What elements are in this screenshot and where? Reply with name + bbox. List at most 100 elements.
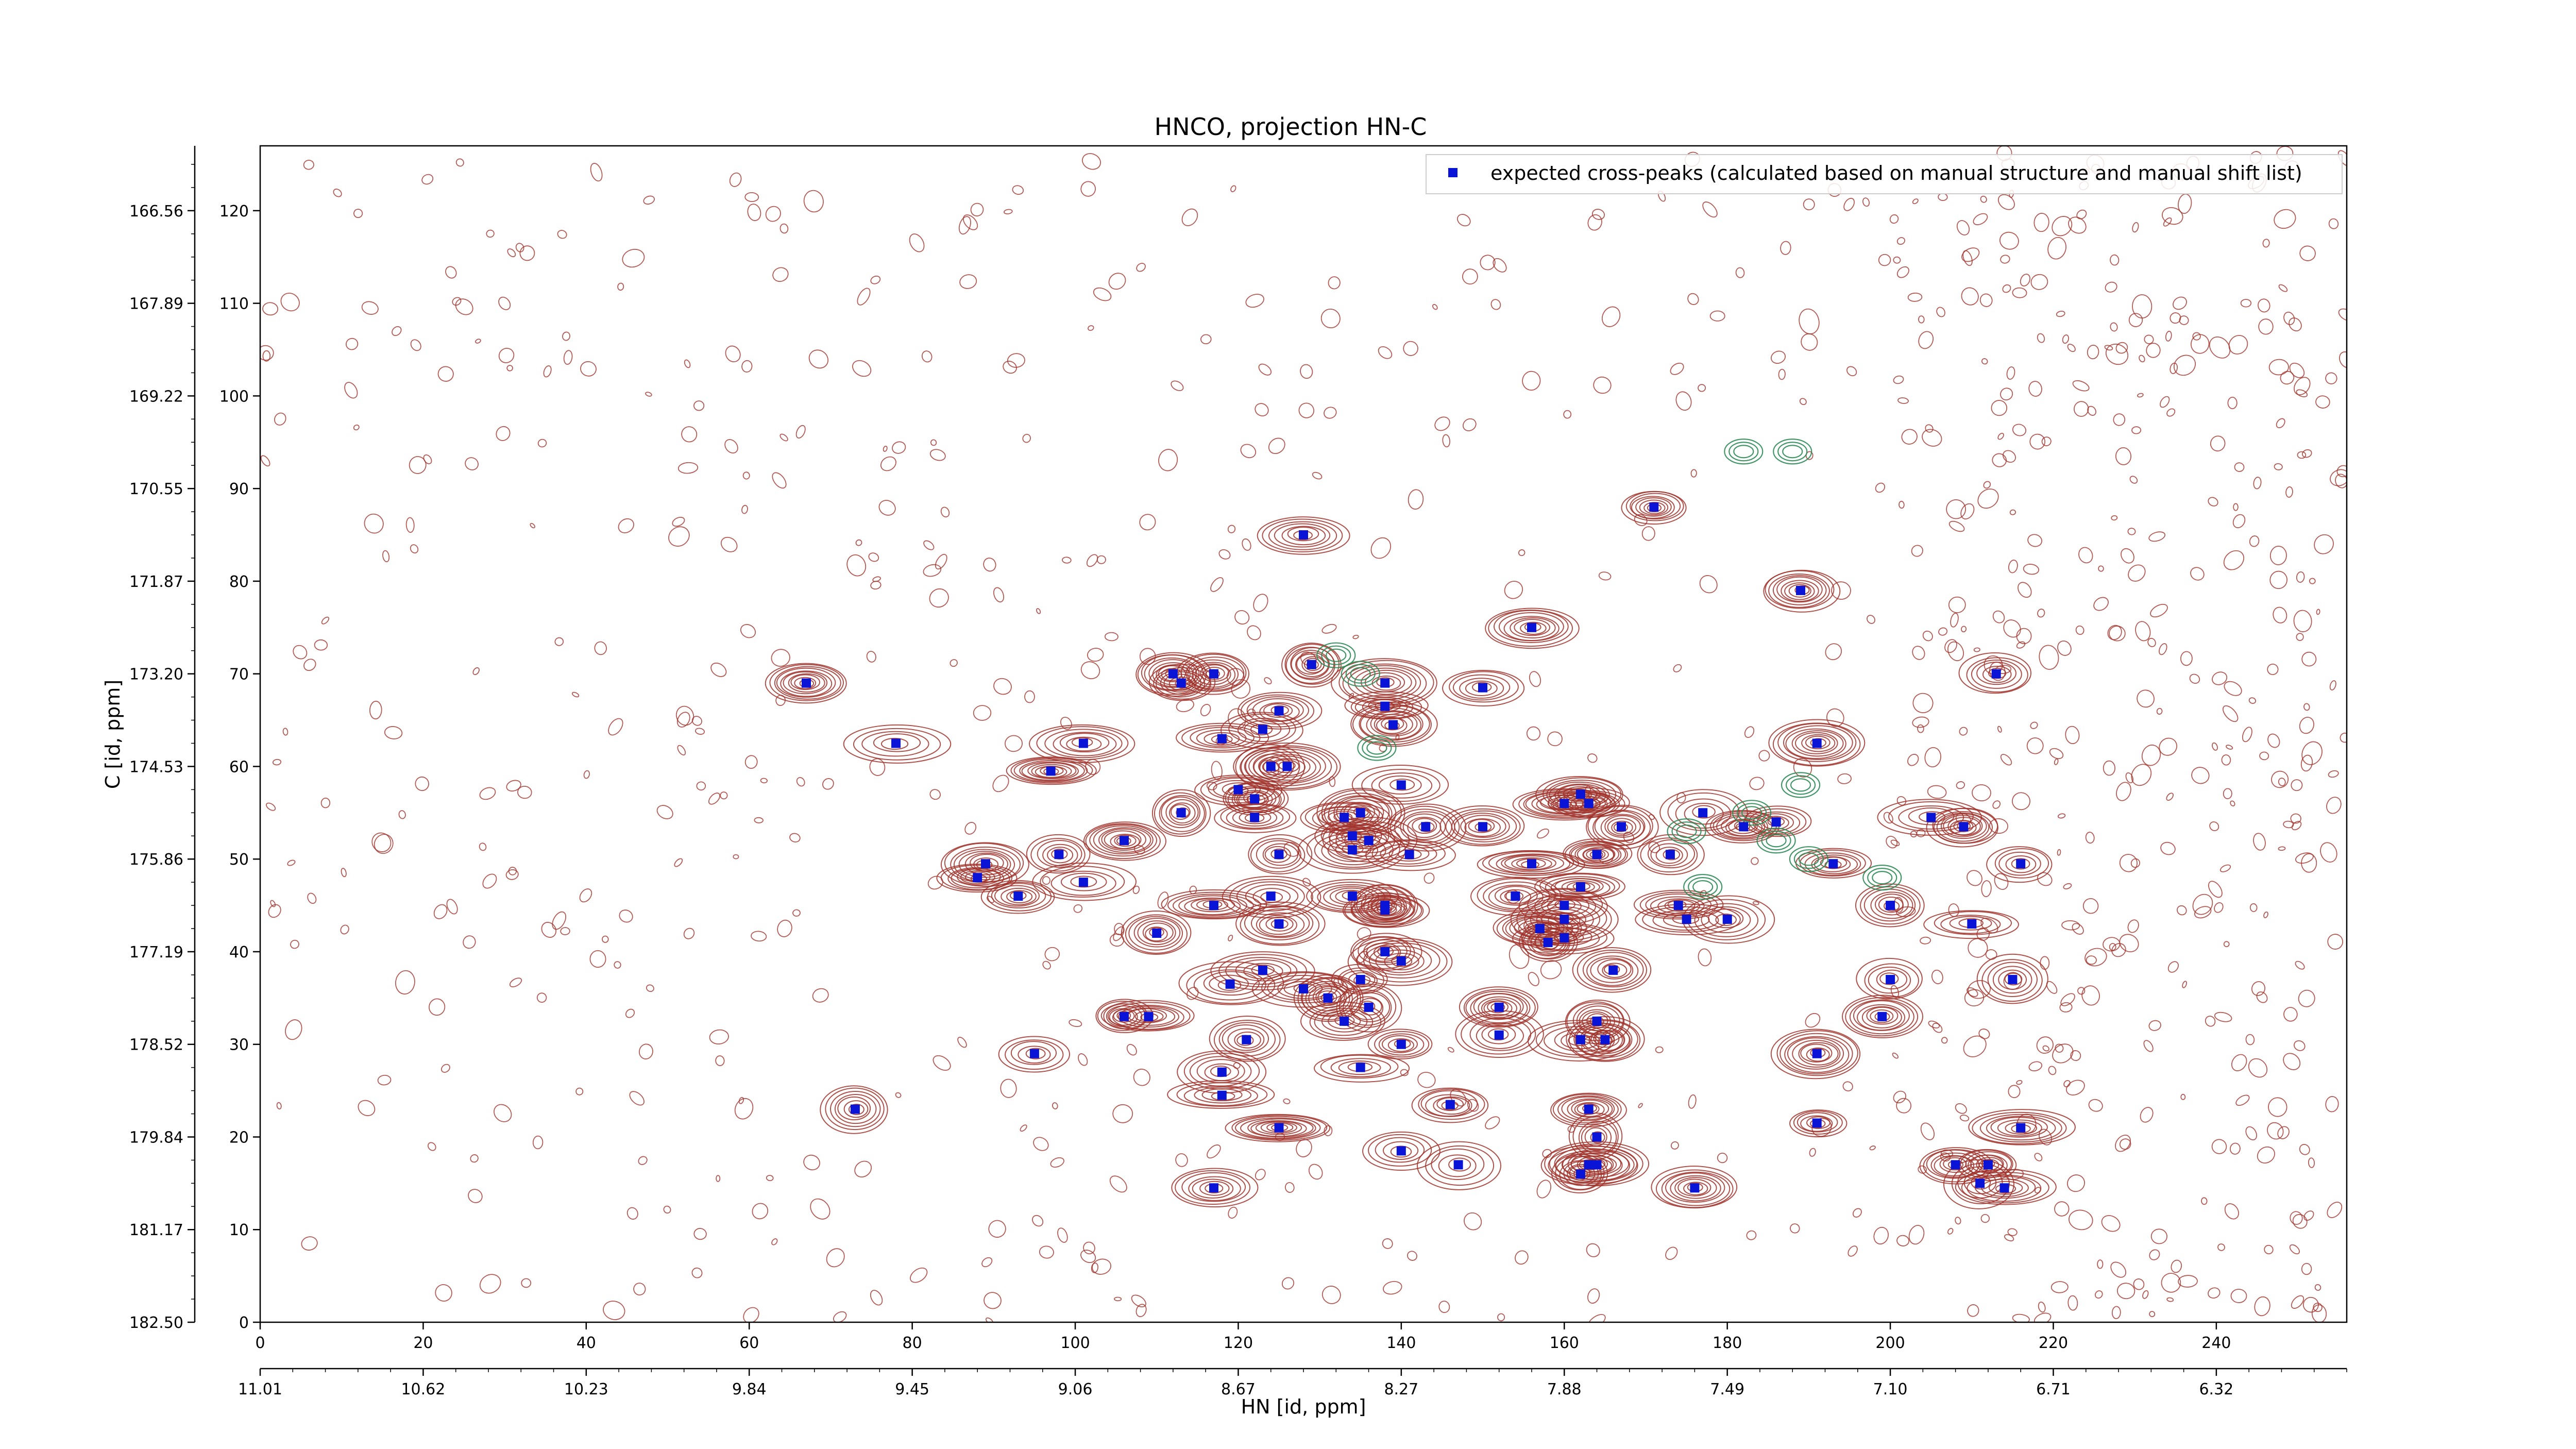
noise-contour [2016,1080,2023,1085]
peak-contour [1248,834,1313,874]
peak-contour [1295,652,1329,677]
noise-contour [2005,1169,2024,1180]
noise-contour [1944,639,1957,653]
noise-contour [2303,1210,2314,1221]
noise-contour [410,339,421,351]
noise-contour [1462,268,1478,285]
peak-contour [1520,621,1547,635]
noise-contour [364,513,384,534]
cross-peak-marker [1812,1118,1822,1128]
noise-contour [2033,213,2049,232]
peak-contour [1568,1019,1641,1061]
noise-contour [1529,671,1541,687]
noise-contour [895,1092,902,1098]
peak-contour [1577,1155,1617,1174]
noise-contour [1931,969,1943,984]
noise-contour [1052,1102,1058,1109]
noise-contour [2283,1053,2301,1070]
noise-contour [2057,849,2061,856]
noise-contour [1980,195,1987,203]
noise-contour [1623,831,1635,844]
noise-contour [301,1236,318,1251]
noise-contour [2301,651,2317,667]
cross-peak-marker [1396,1146,1406,1156]
noise-contour [2068,216,2087,234]
noise-contour [2192,894,2213,915]
peak-contour [1940,915,2001,934]
noise-contour [2300,754,2313,772]
noise-contour [536,992,547,1003]
peak-contour [1949,916,1992,931]
noise-contour [909,233,925,252]
cross-peak-marker [1233,785,1243,795]
noise-contour [583,770,590,779]
noise-contour [772,267,789,282]
noise-contour [428,998,446,1016]
peak-contour [1487,1001,1509,1014]
noise-contour [1883,812,1893,824]
noise-contour [672,516,685,527]
peak-contour [1582,952,1644,988]
negative-contour [1872,871,1893,885]
noise-contour [498,348,515,363]
noise-contour [709,1029,729,1044]
peak-contour [1236,881,1305,912]
y-tick-label: 10 [229,1221,249,1239]
peak-contour [1343,803,1376,822]
noise-contour [2130,858,2141,868]
noise-contour [1901,429,1918,445]
peak-contour [1145,926,1168,942]
x-ppm-tick-label: 10.62 [401,1380,445,1399]
peak-contour [1356,940,1448,983]
noise-contour [2054,1201,2070,1217]
noise-contour [2294,377,2311,396]
peak-contour [1997,1119,2042,1137]
noise-contour [262,302,279,316]
noise-contour [2103,937,2121,952]
peak-contour [1263,755,1311,778]
noise-contour [1896,1235,1910,1246]
noise-contour [1690,469,1697,478]
peak-contour [1059,733,1110,753]
y-tick-label: 20 [229,1128,249,1147]
noise-contour [1655,1046,1664,1053]
noise-contour [1962,250,1973,266]
y-tick-label: 40 [229,943,249,962]
cross-peak-marker [1421,822,1431,832]
peak-contour [1351,897,1415,923]
peak-contour [1359,705,1430,743]
peak-contour [1442,669,1525,706]
noise-contour [2234,462,2245,472]
noise-contour [2028,1061,2043,1072]
cross-peak-marker [1967,919,1977,929]
noise-contour [1324,1125,1333,1136]
peak-contour [1228,713,1296,744]
noise-contour [2190,334,2210,354]
negative-contour [1798,852,1819,866]
noise-contour [2034,1153,2043,1161]
noise-contour [2026,737,2044,754]
noise-contour [676,712,690,728]
cross-peak-marker [1217,1090,1227,1100]
noise-contour [1676,792,1686,803]
noise-contour [715,1055,725,1066]
noise-contour [629,1091,645,1106]
peak-contour [1010,757,1093,784]
peak-contour [1979,1114,2062,1143]
noise-contour [2339,351,2347,368]
peak-contour [825,1087,885,1131]
peak-contour [1001,887,1037,905]
peak-contour [1290,647,1335,680]
noise-contour [1981,880,1992,897]
noise-contour [1395,734,1400,741]
noise-contour [340,924,349,935]
peak-contour [1592,810,1651,846]
noise-contour [2302,1296,2319,1313]
peak-contour [1793,1110,1843,1135]
peak-contour [1180,653,1247,692]
noise-contour [1938,627,1948,636]
peak-contour [1546,780,1617,810]
noise-contour [479,1274,501,1294]
peak-contour [1110,834,1140,850]
peak-contour [1121,911,1192,955]
